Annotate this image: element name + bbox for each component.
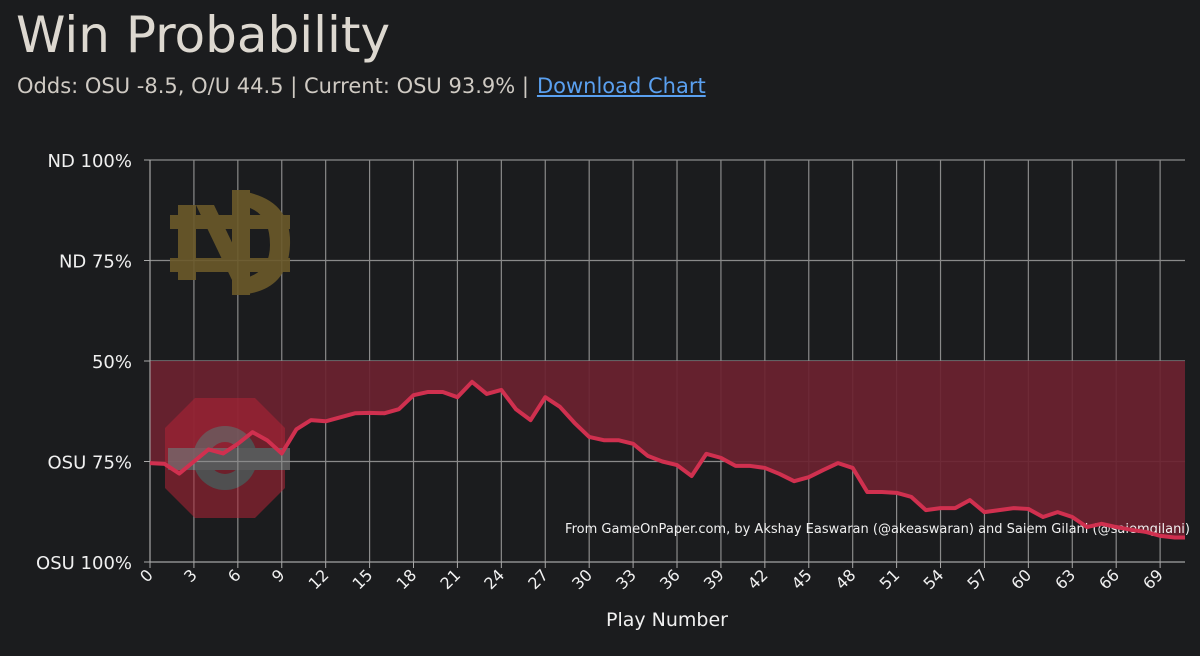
x-tick-label: 6 [224, 565, 245, 586]
x-tick-label: 66 [1095, 565, 1123, 593]
x-tick-label: 60 [1007, 565, 1035, 593]
x-tick-label: 24 [480, 565, 508, 593]
x-tick-label: 18 [393, 565, 421, 593]
x-tick-label: 63 [1051, 565, 1079, 593]
nd-logo [170, 190, 291, 295]
x-tick-label: 15 [349, 565, 377, 593]
subtitle-row: Odds: OSU -8.5, O/U 44.5 | Current: OSU … [17, 74, 706, 98]
y-tick-label: OSU 75% [48, 453, 133, 474]
x-tick-label: 30 [568, 565, 596, 593]
osu-logo [165, 398, 290, 518]
download-link[interactable]: Download Chart [536, 74, 706, 98]
x-tick-label: 51 [876, 565, 904, 593]
subtitle: Odds: OSU -8.5, O/U 44.5 | Current: OSU … [17, 74, 529, 98]
y-tick-label: OSU 100% [36, 553, 132, 574]
x-tick-label: 33 [612, 565, 640, 593]
x-tick-label: 57 [963, 565, 991, 593]
area [150, 361, 1185, 538]
x-tick-label: 12 [305, 565, 333, 593]
x-tick-label: 27 [524, 565, 552, 593]
y-tick-label: 50% [92, 352, 132, 373]
x-tick-label: 42 [744, 565, 772, 593]
x-tick-label: 54 [920, 565, 948, 593]
x-tick-label: 45 [788, 565, 816, 593]
x-tick-label: 69 [1139, 565, 1167, 593]
x-tick-label: 48 [832, 565, 860, 593]
y-tick-label: ND 100% [47, 151, 132, 172]
x-tick-label: 9 [268, 565, 289, 586]
y-tick-label: ND 75% [59, 252, 132, 273]
x-tick-label: 21 [436, 565, 464, 593]
title: Win Probability [16, 6, 391, 64]
x-tick-label: 0 [136, 565, 157, 586]
x-tick-label: 36 [656, 565, 684, 593]
x-tick-label: 3 [180, 565, 201, 586]
x-tick-label: 39 [700, 565, 728, 593]
x-axis-label: Play Number [606, 609, 728, 631]
credit: From GameOnPaper.com, by Akshay Easwaran… [565, 522, 1190, 537]
line [149, 379, 1185, 540]
